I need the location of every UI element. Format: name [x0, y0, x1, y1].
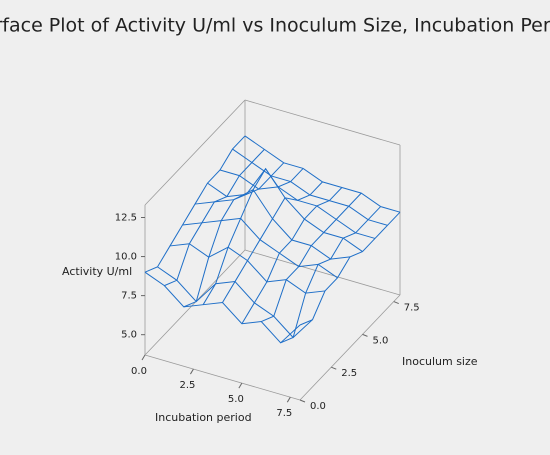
- surface-column: [183, 162, 285, 308]
- x-tick-label: 2.5: [179, 380, 195, 391]
- surface-column: [202, 167, 304, 305]
- x-tick: [190, 368, 194, 375]
- surface-row: [207, 167, 363, 252]
- surface-column: [261, 192, 362, 323]
- box-edge: [299, 294, 401, 401]
- surface-column: [144, 135, 246, 273]
- y-tick: [393, 301, 399, 305]
- surface-row: [169, 243, 326, 294]
- box-edge: [144, 99, 246, 206]
- z-tick-label: 12.5: [115, 213, 137, 224]
- surface-column: [222, 181, 323, 303]
- y-tick-label: 2.5: [341, 368, 357, 379]
- y-tick-label: 7.5: [404, 303, 420, 314]
- surface-column: [299, 211, 401, 326]
- x-tick: [141, 354, 146, 361]
- y-tick-label: 5.0: [373, 335, 389, 346]
- x-tick-label: 7.5: [276, 408, 292, 419]
- z-axis-label: Activity U/ml: [62, 265, 132, 278]
- z-tick-label: 10.0: [115, 252, 137, 263]
- surface-column: [164, 149, 265, 287]
- surface-row: [219, 169, 376, 239]
- box-edge: [144, 354, 301, 401]
- z-tick-label: 5.0: [121, 330, 137, 341]
- y-tick: [331, 366, 337, 370]
- y-tick: [299, 399, 306, 403]
- y-tick: [362, 333, 368, 337]
- x-tick-label: 5.0: [228, 394, 244, 405]
- chart-title: Surface Plot of Activity U/ml vs Inoculu…: [0, 15, 550, 37]
- y-tick-label: 0.0: [310, 401, 326, 412]
- box-edge: [244, 99, 401, 146]
- surface-column: [241, 187, 343, 325]
- y-axis-label: Inoculum size: [402, 355, 478, 368]
- x-axis-label: Incubation period: [155, 411, 252, 424]
- x-tick-label: 0.0: [131, 366, 147, 377]
- z-tick-label: 7.5: [121, 291, 137, 302]
- x-tick: [238, 382, 243, 389]
- box-edge: [244, 249, 401, 296]
- surface-row: [157, 266, 313, 339]
- surface-column: [280, 206, 381, 344]
- x-tick: [286, 396, 291, 403]
